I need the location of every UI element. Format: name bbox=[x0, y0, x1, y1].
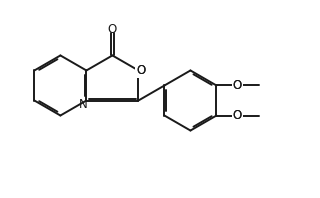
Text: N: N bbox=[78, 98, 87, 111]
Text: O: O bbox=[136, 64, 146, 77]
Text: O: O bbox=[136, 64, 146, 77]
Text: O: O bbox=[233, 109, 242, 122]
Text: O: O bbox=[108, 23, 117, 36]
Text: O: O bbox=[136, 64, 146, 77]
Text: O: O bbox=[233, 109, 242, 122]
Text: O: O bbox=[233, 109, 242, 122]
Text: O: O bbox=[233, 79, 242, 92]
Text: O: O bbox=[233, 79, 242, 92]
Text: O: O bbox=[233, 79, 242, 92]
